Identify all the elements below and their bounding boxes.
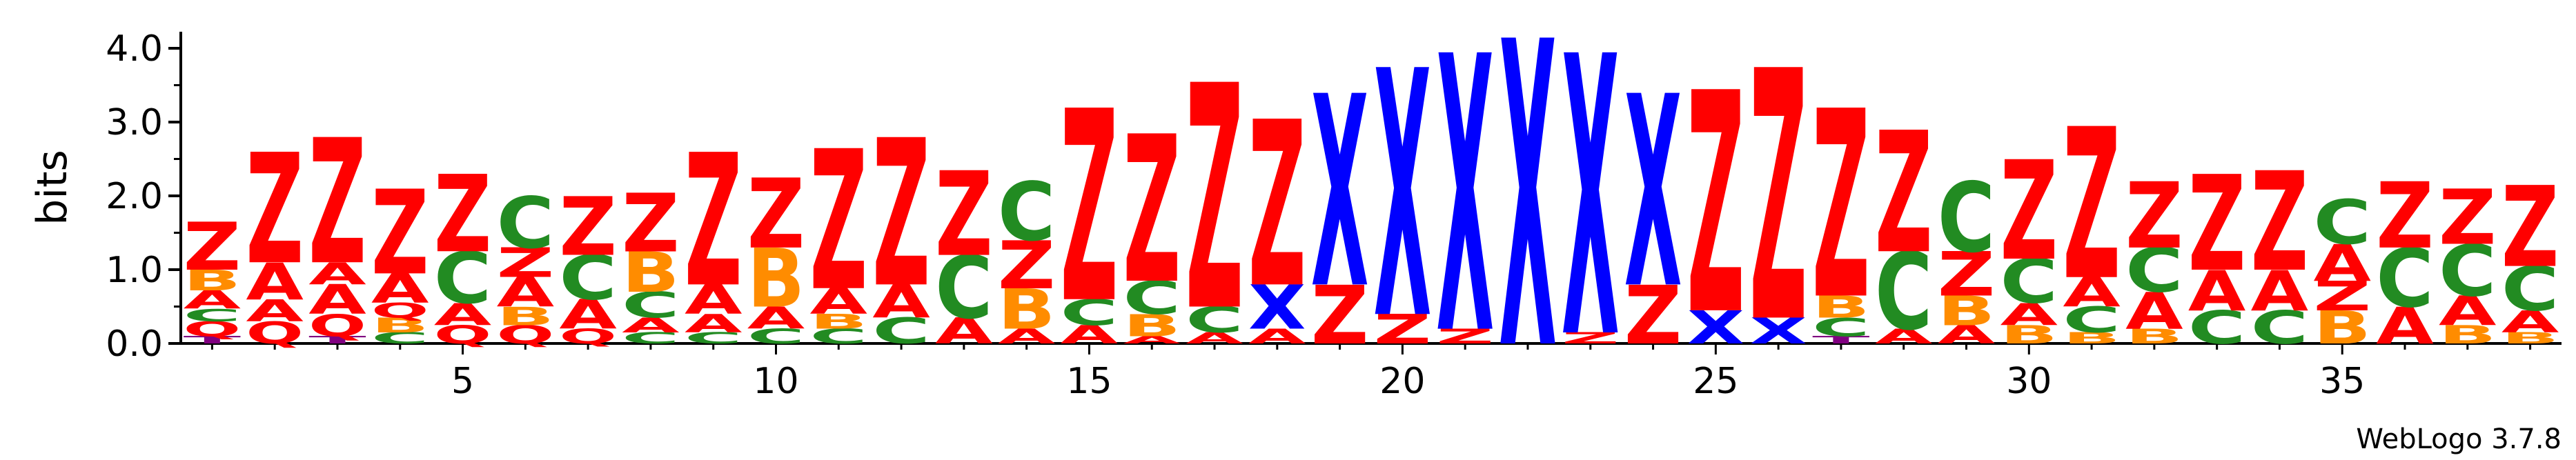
logo-letter-z: Z [2063, 85, 2121, 326]
x-tick-label: 5 [451, 361, 474, 402]
y-tick-label: 1.0 [106, 250, 163, 291]
logo-letter-x: X [1624, 41, 1682, 347]
logo-letter-x: X [1436, 0, 1494, 419]
logo-letter-c: C [1938, 162, 1996, 274]
logo-letter-z: Z [935, 148, 993, 283]
logo-letter-x: X [1311, 41, 1369, 347]
logo-letter-c: C [2313, 188, 2371, 258]
y-tick-group: 0.0 1.0 2.0 3.0 4.0 [106, 28, 181, 365]
logo-letter-z: Z [622, 177, 680, 270]
logo-letter-z: Z [1749, 0, 1807, 399]
y-tick-label: 3.0 [106, 102, 163, 143]
y-tick-label: 0.0 [106, 323, 163, 365]
weblogo-credit: WebLogo 3.7.8 [2356, 423, 2562, 455]
logo-letter-z: Z [685, 117, 743, 328]
logo-letter-z: Z [2125, 163, 2183, 269]
logo-glyph-group: TQCABZQAAZTQAAZCBQAZQACZQBAZCQACZCACBZCA… [184, 0, 2559, 443]
y-tick-label: 4.0 [106, 28, 163, 70]
logo-letter-z: Z [2439, 174, 2497, 262]
x-tick-group: 5 10 15 20 25 30 35 [212, 343, 2530, 402]
logo-letter-z: Z [1248, 74, 1306, 339]
logo-letter-z: Z [1186, 21, 1243, 379]
x-tick-label: 35 [2319, 361, 2365, 402]
x-tick-label: 30 [2006, 361, 2052, 402]
x-tick-label: 10 [753, 361, 798, 402]
y-axis-label: bits [28, 150, 77, 226]
logo-letter-z: Z [2501, 163, 2559, 293]
logo-letter-z: Z [2376, 163, 2434, 269]
logo-letter-z: Z [1687, 29, 1745, 382]
y-tick-label: 2.0 [106, 176, 163, 217]
logo-letter-z: Z [184, 209, 242, 286]
logo-letter-z: Z [1812, 57, 1870, 357]
logo-letter-z: Z [872, 97, 930, 332]
logo-letter-z: Z [810, 110, 868, 334]
logo-letter-x: X [1562, 0, 1620, 423]
logo-letter-x: X [1499, 0, 1557, 443]
logo-letter-z: Z [1123, 93, 1181, 329]
logo-letter-z: Z [371, 166, 429, 301]
logo-letter-z: Z [1875, 97, 1933, 291]
logo-letter-z: Z [434, 154, 492, 277]
logo-letter-c: C [497, 181, 555, 264]
logo-letter-z: Z [2000, 133, 2058, 292]
logo-letter-z: Z [1061, 57, 1119, 362]
logo-letter-z: Z [747, 159, 805, 270]
logo-letter-z: Z [308, 103, 366, 303]
logo-letter-z: Z [246, 122, 304, 299]
logo-letter-c: C [998, 166, 1056, 260]
logo-letter-z: Z [2188, 149, 2246, 301]
x-tick-label: 15 [1066, 361, 1112, 402]
logo-letter-z: Z [559, 181, 617, 274]
logo-letter-z: Z [2251, 144, 2309, 303]
logo-letter-x: X [1374, 0, 1432, 394]
